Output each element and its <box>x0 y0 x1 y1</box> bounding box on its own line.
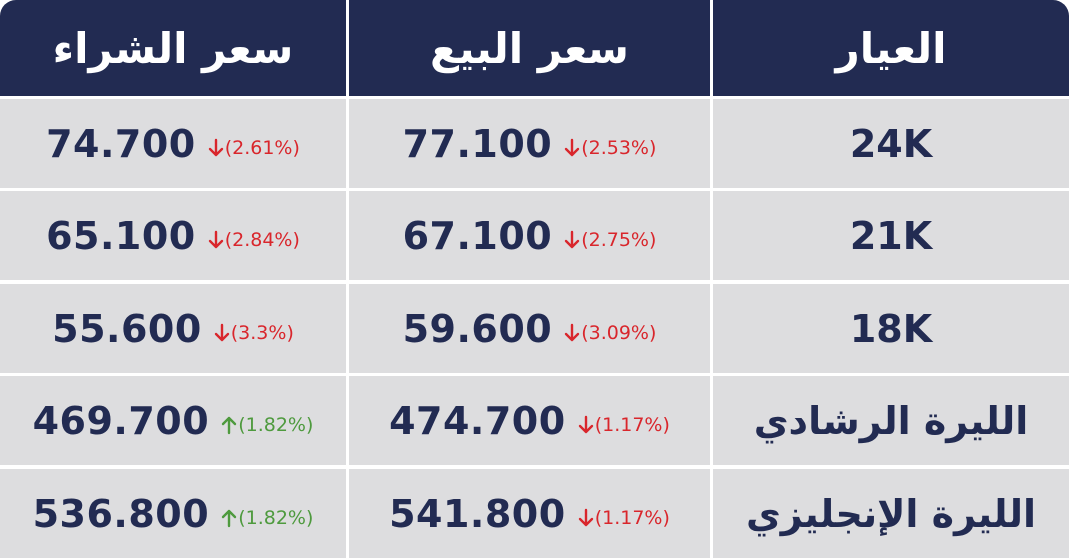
sell-change-value: (1.17%) <box>594 506 670 529</box>
buy-change: (2.61%) <box>208 137 300 159</box>
sell-price-cell: 77.100 (2.53%) <box>349 99 710 188</box>
sell-change-value: (3.09%) <box>581 321 657 344</box>
table-row: 65.100 (2.84%) 67.100 (2.75%) 21K <box>0 191 1069 280</box>
sell-change: (1.17%) <box>578 414 670 436</box>
karat-label: 18K <box>849 306 933 351</box>
sell-price-cell: 59.600 (3.09%) <box>349 284 710 373</box>
sell-change: (3.09%) <box>564 322 656 344</box>
table-row: 55.600 (3.3%) 59.600 (3.09%) 18K <box>0 284 1069 373</box>
arrow-down-icon <box>208 230 224 250</box>
header-sell-price: سعر البيع <box>349 0 710 96</box>
table-row: 74.700 (2.61%) 77.100 (2.53%) 24K <box>0 99 1069 188</box>
buy-price: 55.600 <box>52 306 202 351</box>
arrow-down-icon <box>564 138 580 158</box>
arrow-down-icon <box>208 138 224 158</box>
sell-change-value: (2.75%) <box>581 228 657 251</box>
karat-cell: 18K <box>713 284 1069 373</box>
karat-cell: الليرة الإنجليزي <box>713 469 1069 558</box>
buy-price: 536.800 <box>32 491 210 536</box>
sell-change-value: (2.53%) <box>581 136 657 159</box>
buy-change-value: (2.61%) <box>224 136 300 159</box>
sell-change: (1.17%) <box>578 507 670 529</box>
buy-change-value: (3.3%) <box>230 321 294 344</box>
buy-change-value: (2.84%) <box>224 228 300 251</box>
sell-price: 541.800 <box>389 491 566 536</box>
sell-change-value: (1.17%) <box>594 413 670 436</box>
sell-price: 474.700 <box>389 398 566 443</box>
arrow-up-icon <box>221 508 237 528</box>
buy-change: (3.3%) <box>214 322 294 344</box>
header-karat-label: العيار <box>835 23 947 73</box>
sell-price: 67.100 <box>402 213 553 258</box>
header-buy-price: سعر الشراء <box>0 0 346 96</box>
buy-change-value: (1.82%) <box>238 506 314 529</box>
header-sell-label: سعر البيع <box>430 23 629 73</box>
table-row: 536.800 (1.82%) 541.800 (1.17%) الليرة ا… <box>0 469 1069 558</box>
sell-price-cell: 474.700 (1.17%) <box>349 376 710 465</box>
sell-change: (2.53%) <box>564 137 656 159</box>
karat-label: 21K <box>849 213 933 258</box>
buy-price: 65.100 <box>46 213 196 258</box>
karat-cell: 21K <box>713 191 1069 280</box>
buy-price-cell: 469.700 (1.82%) <box>0 376 346 465</box>
buy-price-cell: 55.600 (3.3%) <box>0 284 346 373</box>
header-karat: العيار <box>713 0 1069 96</box>
arrow-down-icon <box>564 323 580 343</box>
sell-price-cell: 67.100 (2.75%) <box>349 191 710 280</box>
buy-price: 74.700 <box>46 121 196 166</box>
arrow-down-icon <box>578 415 594 435</box>
buy-change: (1.82%) <box>221 414 313 436</box>
buy-change-value: (1.82%) <box>238 413 314 436</box>
sell-price-cell: 541.800 (1.17%) <box>349 469 710 558</box>
sell-change: (2.75%) <box>564 229 656 251</box>
arrow-down-icon <box>578 508 594 528</box>
karat-cell: الليرة الرشادي <box>713 376 1069 465</box>
arrow-down-icon <box>214 323 230 343</box>
karat-label: الليرة الإنجليزي <box>745 491 1037 536</box>
table-row: 469.700 (1.82%) 474.700 (1.17%) الليرة ا… <box>0 376 1069 465</box>
buy-price-cell: 74.700 (2.61%) <box>0 99 346 188</box>
arrow-up-icon <box>221 415 237 435</box>
karat-cell: 24K <box>713 99 1069 188</box>
buy-change: (2.84%) <box>208 229 300 251</box>
karat-label: الليرة الرشادي <box>753 398 1029 443</box>
table-header: سعر الشراء سعر البيع العيار <box>0 0 1069 96</box>
arrow-down-icon <box>564 230 580 250</box>
karat-label: 24K <box>849 121 933 166</box>
buy-price-cell: 65.100 (2.84%) <box>0 191 346 280</box>
sell-price: 77.100 <box>402 121 553 166</box>
buy-price: 469.700 <box>32 398 210 443</box>
buy-change: (1.82%) <box>221 507 313 529</box>
buy-price-cell: 536.800 (1.82%) <box>0 469 346 558</box>
header-buy-label: سعر الشراء <box>52 23 294 73</box>
sell-price: 59.600 <box>402 306 553 351</box>
